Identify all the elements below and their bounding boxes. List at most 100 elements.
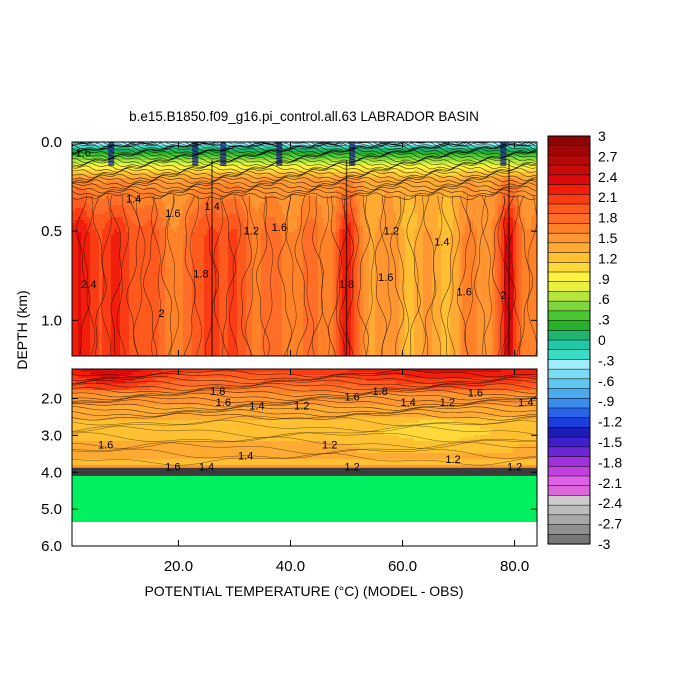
- x-tick-label: 20.0: [164, 558, 193, 575]
- colorbar-swatch: [547, 184, 591, 195]
- contour-label: 1.6: [272, 222, 287, 234]
- colorbar-swatch: [547, 427, 591, 438]
- contour-label: 1.4: [238, 450, 253, 462]
- colorbar-swatch: [547, 359, 591, 370]
- colorbar-label: 2.1: [598, 189, 618, 205]
- lower-panel-frame: [71, 368, 538, 547]
- upper-panel-field: [72, 142, 537, 356]
- colorbar-swatch: [547, 524, 591, 535]
- colorbar-swatch: [547, 368, 591, 380]
- colorbar-swatch: [547, 330, 591, 341]
- lower-panel-field: [72, 369, 537, 522]
- axes: 20.0 40.0 60.0 80.0 0.0 0.5 1.0 2.0 3.0 4.0 5.0 6.0: [41, 134, 537, 575]
- contour-label: 1.6: [378, 272, 393, 284]
- colorbar-swatch: [547, 300, 591, 312]
- colorbar-label: 3: [598, 128, 606, 144]
- colorbar-label: -.9: [598, 393, 615, 409]
- colorbar-swatch: [547, 203, 591, 215]
- x-axis-label: POTENTIAL TEMPERATURE (°C) (MODEL - OBS): [144, 583, 463, 599]
- colorbar-swatch: [547, 252, 591, 263]
- lower-panel: [72, 369, 537, 522]
- colorbar-swatch: [547, 213, 591, 224]
- colorbar: 3 2.7 2.4 2.1 1.8 1.5 1.2 .9 .6 .3 0 -.3 -.6 -.9 -1.2 -…: [547, 128, 622, 552]
- colorbar-swatch: [547, 378, 591, 390]
- colorbar-swatch: [547, 262, 591, 273]
- contour-label: 1.4: [199, 461, 214, 473]
- colorbar-label: -.6: [598, 373, 615, 389]
- colorbar-swatch: [547, 534, 591, 545]
- contour-label: 1.2: [384, 226, 399, 238]
- contour-label: 1.4: [126, 194, 141, 206]
- x-tick-label: 40.0: [276, 558, 305, 575]
- contour-label: 1.2: [322, 439, 337, 451]
- contour-label: 2: [159, 308, 165, 320]
- colorbar-label: -1.8: [598, 454, 622, 470]
- colorbar-swatch: [547, 349, 591, 360]
- colorbar-swatch: [547, 223, 591, 234]
- upper-panel-contours: [72, 142, 537, 356]
- contour-label: 1.4: [518, 397, 533, 409]
- contour-label: 1.2: [344, 461, 359, 473]
- colorbar-label: .9: [598, 271, 610, 287]
- colorbar-label: -1.2: [598, 414, 622, 430]
- contour-label: 1.4: [249, 401, 264, 413]
- colorbar-swatch: [547, 291, 591, 302]
- colorbar-label: -2.1: [598, 475, 622, 491]
- contour-label: 1.4: [400, 397, 415, 409]
- colorbar-swatch: [547, 456, 591, 467]
- colorbar-label: 2.7: [598, 148, 618, 164]
- colorbar-label: -3: [598, 536, 611, 552]
- contour-label: 1.8: [193, 269, 208, 281]
- chart-title: b.e15.B1850.f09_g16.pi_control.all.63 LA…: [129, 109, 479, 124]
- colorbar-label: -1.5: [598, 434, 622, 450]
- y-tick-label: 2.0: [41, 391, 62, 408]
- contour-label: 1.8: [210, 386, 225, 398]
- colorbar-swatch: [547, 504, 591, 516]
- contour-label: 1.2: [440, 397, 455, 409]
- colorbar-swatch: [547, 475, 591, 487]
- colorbar-swatch: [547, 388, 591, 399]
- colorbar-label: -2.7: [598, 516, 622, 532]
- colorbar-swatch: [547, 310, 591, 322]
- colorbar-swatch: [547, 271, 591, 283]
- colorbar-swatch: [547, 417, 591, 428]
- colorbar-label: .6: [598, 291, 610, 307]
- contour-label: 1.6: [76, 147, 91, 159]
- contour-label: 2.4: [81, 279, 96, 291]
- colorbar-label: 1.5: [598, 230, 618, 246]
- colorbar-swatch: [547, 174, 591, 186]
- colorbar-swatch: [547, 320, 591, 331]
- contour-label: 1.6: [468, 388, 483, 400]
- colorbar-label: -.3: [598, 352, 615, 368]
- contour-label: 1.4: [434, 236, 449, 248]
- colorbar-label: 1.2: [598, 250, 618, 266]
- colorbar-label: .3: [598, 312, 610, 328]
- colorbar-swatch: [547, 339, 591, 351]
- y-tick-label: 1.0: [41, 312, 62, 329]
- upper-panel-frame: [71, 141, 538, 357]
- upper-panel: [72, 142, 537, 356]
- colorbar-swatch: [547, 446, 591, 458]
- contour-label: 1.6: [216, 397, 231, 409]
- colorbar-swatch: [547, 145, 591, 156]
- contour-label: 1.2: [244, 226, 259, 238]
- colorbar-swatch: [547, 281, 591, 292]
- contour-label: 1.6: [344, 391, 359, 403]
- colorbar-swatch: [547, 398, 591, 409]
- y-tick-label: 4.0: [41, 464, 62, 481]
- colorbar-label: 0: [598, 332, 606, 348]
- y-tick-label: 3.0: [41, 427, 62, 444]
- contour-label: 1.2: [294, 401, 309, 413]
- contour-label: 1.6: [98, 439, 113, 451]
- colorbar-label: 1.8: [598, 210, 618, 226]
- contour-label: 1.2: [445, 454, 460, 466]
- contour-label: 1.8: [372, 386, 387, 398]
- contour-label: 2: [500, 290, 506, 302]
- contour-labels: 1.61.41.62.421.81.41.2 1.61.81.61.21.41.6…: [76, 147, 534, 473]
- colorbar-swatch: [547, 135, 591, 147]
- y-tick-label: 0.5: [41, 223, 62, 240]
- colorbar-label: -2.4: [598, 495, 622, 511]
- colorbar-swatch: [547, 164, 591, 176]
- contour-label: 1.8: [339, 279, 354, 291]
